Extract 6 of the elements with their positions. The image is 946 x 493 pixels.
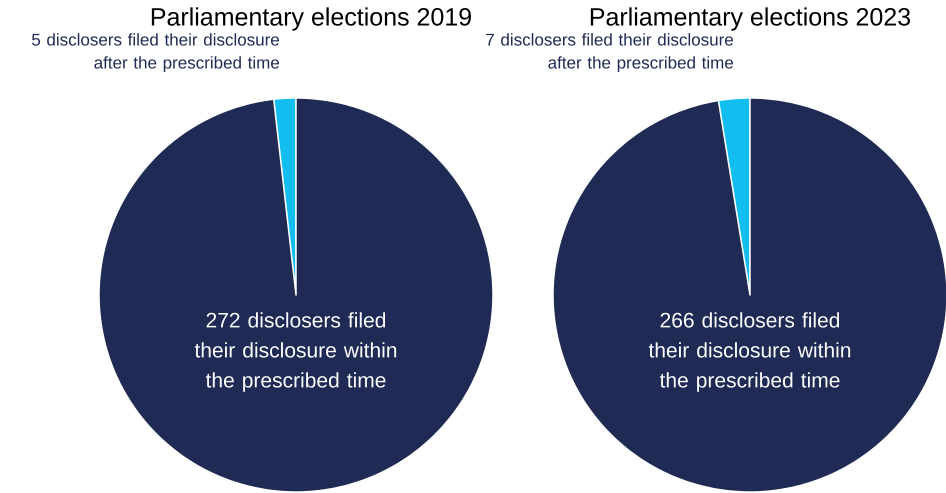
slice-label: 7 disclosers filed their disclosure after the prescribed time (486, 33, 734, 72)
slice-label: 266 disclosers filed their disclosure within the prescribed time (648, 312, 850, 392)
slice-label: 272 disclosers filed their disclosure within the prescribed time (194, 312, 396, 392)
chart-title: Parliamentary elections 2023 (590, 7, 910, 31)
chart-title: Parliamentary elections 2019 (152, 7, 471, 31)
slice-label: 5 disclosers filed their disclosure after the prescribed time (32, 33, 280, 72)
